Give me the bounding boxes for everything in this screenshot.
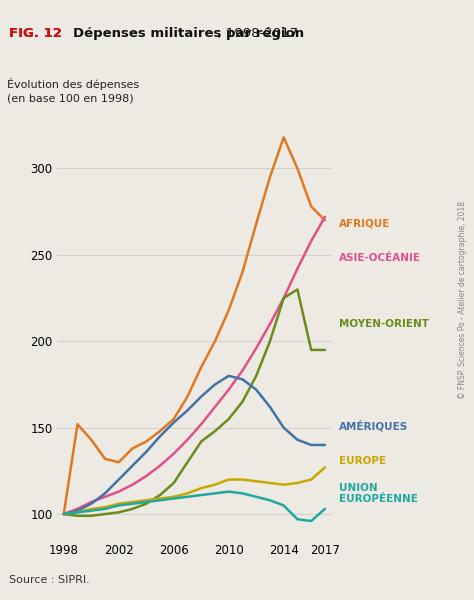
Text: FIG. 12: FIG. 12 [9,27,63,40]
Text: UNION
EUROPÉENNE: UNION EUROPÉENNE [339,482,418,504]
Text: AFRIQUE: AFRIQUE [339,219,390,229]
Text: FIG. 12: FIG. 12 [9,27,72,40]
Text: Source : SIPRI.: Source : SIPRI. [9,575,90,585]
Text: © FNSP. Sciences Po - Atelier de cartographie, 2018: © FNSP. Sciences Po - Atelier de cartogr… [458,201,467,399]
Text: AMÉRIQUES: AMÉRIQUES [339,420,408,432]
Text: EUROPE: EUROPE [339,455,386,466]
Text: Dépenses militaires par région: Dépenses militaires par région [73,27,305,40]
Text: MOYEN-ORIENT: MOYEN-ORIENT [339,319,429,329]
Text: ASIE-OCÉANIE: ASIE-OCÉANIE [339,253,421,263]
Text: , 1998-2017: , 1998-2017 [73,27,299,40]
Text: Évolution des dépenses
(en base 100 en 1998): Évolution des dépenses (en base 100 en 1… [8,79,139,104]
